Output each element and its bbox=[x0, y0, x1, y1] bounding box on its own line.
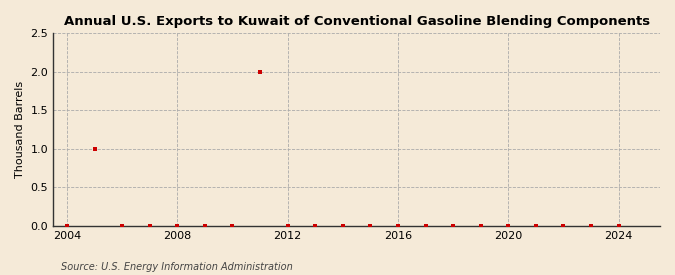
Point bbox=[282, 224, 293, 228]
Point bbox=[531, 224, 541, 228]
Text: Source: U.S. Energy Information Administration: Source: U.S. Energy Information Administ… bbox=[61, 262, 292, 272]
Point bbox=[475, 224, 486, 228]
Point bbox=[117, 224, 128, 228]
Point bbox=[393, 224, 404, 228]
Point bbox=[144, 224, 155, 228]
Point bbox=[172, 224, 183, 228]
Point bbox=[254, 70, 265, 74]
Title: Annual U.S. Exports to Kuwait of Conventional Gasoline Blending Components: Annual U.S. Exports to Kuwait of Convent… bbox=[63, 15, 649, 28]
Point bbox=[61, 224, 72, 228]
Point bbox=[200, 224, 211, 228]
Point bbox=[89, 147, 100, 151]
Point bbox=[310, 224, 321, 228]
Point bbox=[420, 224, 431, 228]
Point bbox=[338, 224, 348, 228]
Point bbox=[613, 224, 624, 228]
Y-axis label: Thousand Barrels: Thousand Barrels bbox=[15, 81, 25, 178]
Point bbox=[365, 224, 376, 228]
Point bbox=[503, 224, 514, 228]
Point bbox=[558, 224, 569, 228]
Point bbox=[586, 224, 597, 228]
Point bbox=[448, 224, 458, 228]
Point bbox=[227, 224, 238, 228]
